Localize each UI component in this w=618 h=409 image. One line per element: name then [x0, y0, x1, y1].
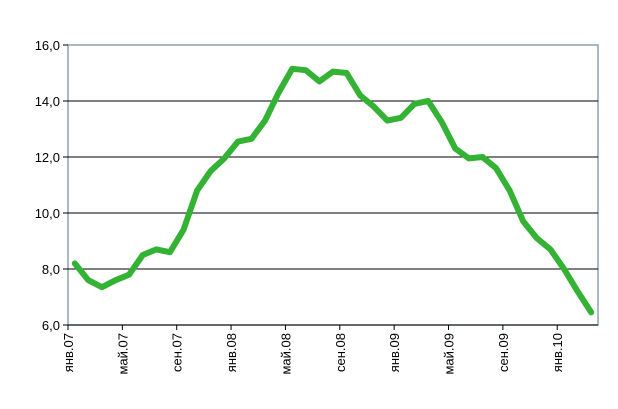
x-tick-label: янв.09	[387, 333, 402, 372]
x-tick-label: янв.10	[550, 333, 565, 372]
x-tick-label: янв.08	[224, 333, 239, 372]
plot-border	[67, 44, 599, 326]
x-tick-label: май.07	[115, 333, 130, 375]
y-tick-label: 8,0	[42, 262, 60, 277]
y-tick-label: 6,0	[42, 318, 60, 333]
x-tick-label: янв.07	[61, 333, 76, 372]
y-tick-label: 14,0	[35, 94, 60, 109]
x-tick-label: май.08	[278, 333, 293, 375]
line-series	[71, 65, 595, 316]
x-tick-label: сен.07	[170, 333, 185, 372]
y-tick-label: 16,0	[35, 38, 60, 53]
y-tick-label: 10,0	[35, 206, 60, 221]
x-tick-label: май.09	[442, 333, 457, 375]
y-tick-label: 12,0	[35, 150, 60, 165]
x-tick-label: сен.09	[496, 333, 511, 372]
x-tick-label: сен.08	[333, 333, 348, 372]
